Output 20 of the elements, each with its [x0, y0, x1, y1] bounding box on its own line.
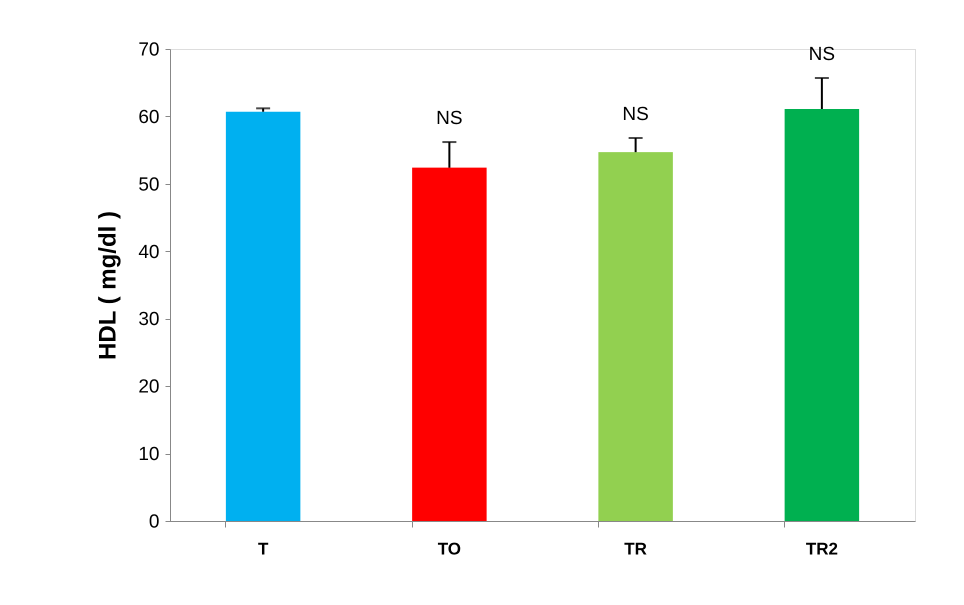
annotation: NS: [808, 44, 836, 65]
x-tick-label: TR2: [806, 540, 838, 558]
y-tick-label: 10: [138, 444, 160, 466]
bar: [226, 112, 300, 521]
annotation: NS: [622, 104, 649, 126]
y-tick-label: 30: [138, 309, 160, 330]
y-axis-title: HDL ( mg/dl ): [94, 211, 122, 360]
x-tick-label: TO: [438, 540, 462, 558]
y-tick-label: 70: [138, 40, 160, 60]
y-tick-label: 50: [138, 174, 160, 196]
bar: [412, 168, 487, 521]
annotation: NS: [436, 108, 463, 130]
x-tick-label: T: [258, 540, 269, 558]
y-tick-label: 40: [138, 242, 160, 263]
y-tick-label: 60: [138, 106, 160, 128]
x-tick-label: TR: [624, 540, 647, 558]
y-tick-label: 0: [148, 512, 160, 532]
bar: [598, 152, 673, 521]
bar: [784, 109, 860, 521]
y-tick-label: 20: [138, 376, 160, 398]
